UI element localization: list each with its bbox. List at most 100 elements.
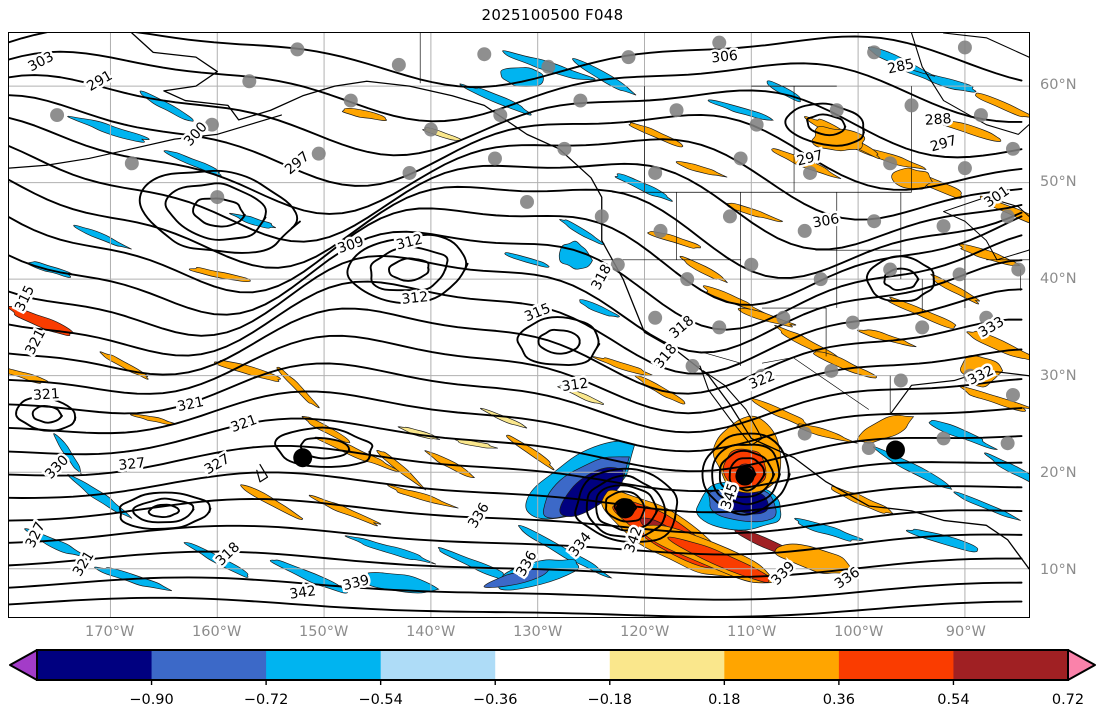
height-contour-line bbox=[9, 498, 1023, 535]
anomaly-streak-warm bbox=[667, 536, 771, 583]
anomaly-patch bbox=[813, 351, 878, 379]
border-line bbox=[793, 358, 869, 410]
colorbar-swatch bbox=[609, 650, 725, 680]
height-contour-line bbox=[718, 449, 776, 498]
anomaly-patch bbox=[240, 484, 304, 520]
station-dot bbox=[343, 93, 358, 108]
contour-label-text: 339 bbox=[341, 572, 371, 594]
coastline-great-lakes bbox=[943, 196, 1029, 261]
station-dot bbox=[493, 108, 508, 123]
anomaly-patch bbox=[794, 517, 864, 542]
anomaly-patch bbox=[702, 285, 766, 314]
contour-label-halo: 321 bbox=[33, 386, 61, 404]
anomaly-patch bbox=[67, 474, 133, 519]
anomaly-patch bbox=[480, 407, 528, 429]
station-dot bbox=[893, 373, 908, 388]
coastline-baja bbox=[699, 365, 763, 446]
contour-label-halo: 312 bbox=[401, 289, 429, 308]
station-dot bbox=[610, 257, 625, 272]
contour-label-halo: 288 bbox=[924, 111, 952, 129]
station-dot bbox=[813, 272, 828, 287]
station-dot bbox=[648, 165, 663, 180]
station-dot bbox=[776, 310, 791, 325]
anomaly-patch bbox=[928, 419, 998, 450]
height-contour-line bbox=[9, 444, 1023, 493]
station-dot bbox=[722, 209, 737, 224]
lat-tick-label: 20°N bbox=[1040, 464, 1077, 481]
coastlines bbox=[9, 33, 1029, 570]
storm-center-marker bbox=[293, 448, 313, 468]
lat-tick-label: 10°N bbox=[1040, 561, 1077, 578]
anomaly-patch bbox=[376, 449, 427, 491]
station-dot bbox=[621, 50, 636, 65]
contour-label-text: 285 bbox=[886, 56, 915, 77]
height-contour-cell bbox=[15, 396, 77, 432]
height-contour-line bbox=[701, 432, 791, 516]
lat-tick-label: 30°N bbox=[1040, 367, 1077, 384]
contour-label-text: 345 bbox=[718, 481, 741, 511]
station-dot bbox=[1000, 436, 1015, 451]
height-contour-line bbox=[388, 257, 430, 282]
height-contour-line bbox=[9, 417, 1023, 473]
height-contour-line bbox=[15, 396, 77, 432]
anomaly-patch bbox=[130, 413, 176, 425]
station-dot bbox=[1000, 209, 1015, 224]
station-dot bbox=[669, 103, 684, 118]
station-dot bbox=[803, 165, 818, 180]
station-dot bbox=[712, 320, 727, 335]
station-dot bbox=[1005, 388, 1020, 402]
anomaly-patch bbox=[958, 243, 1021, 267]
height-contour-line bbox=[728, 457, 766, 492]
height-contour-line bbox=[537, 328, 581, 355]
height-contour-line bbox=[9, 116, 1023, 221]
anomaly-patch bbox=[344, 535, 437, 565]
anomaly-patch bbox=[975, 92, 1029, 118]
contour-label-halo: 327 bbox=[118, 455, 146, 474]
height-contour-line bbox=[9, 307, 1023, 395]
lon-tick-label: 100°W bbox=[834, 624, 884, 640]
colorbar: −0.90 −0.72 −0.54 −0.36 −0.18 0.18 0.36 0.54 0.7… bbox=[0, 648, 1105, 712]
lon-tick-label: 160°W bbox=[192, 624, 242, 640]
lon-tick-label: 90°W bbox=[945, 624, 986, 640]
height-contour-line bbox=[192, 197, 246, 228]
height-contour-line bbox=[711, 443, 781, 506]
height-contour-line bbox=[138, 169, 301, 254]
station-dot bbox=[963, 368, 978, 383]
political-borders bbox=[419, 33, 1029, 415]
station-dot bbox=[685, 359, 700, 374]
colorbar-tick-label: 0.54 bbox=[937, 692, 970, 708]
height-contour-cell bbox=[865, 255, 936, 302]
anomaly-patch bbox=[904, 69, 977, 93]
anomaly-patch bbox=[301, 415, 351, 444]
station-dot bbox=[477, 47, 492, 62]
lat-tick-label: 40°N bbox=[1040, 270, 1077, 287]
colorbar-tick-label: 0.36 bbox=[822, 692, 856, 708]
colorbar-tick-label: −0.54 bbox=[358, 692, 403, 708]
contour-label-text: 321 bbox=[22, 326, 49, 357]
anomaly-patch bbox=[905, 528, 979, 553]
coastline-hawaii bbox=[256, 463, 269, 483]
station-dot bbox=[973, 108, 988, 123]
colorbar-swatch bbox=[495, 650, 611, 680]
colorbar-extend-under bbox=[9, 649, 38, 681]
station-dot bbox=[754, 368, 769, 383]
height-contour-line bbox=[883, 267, 920, 291]
anomaly-patch bbox=[504, 252, 550, 268]
station-dot bbox=[952, 267, 967, 282]
height-contour-line bbox=[9, 145, 1023, 251]
colorbar-tick-label: −0.36 bbox=[473, 692, 518, 708]
height-contour-line bbox=[585, 474, 667, 539]
contour-label-text: 321 bbox=[33, 386, 61, 404]
lon-tick-label: 140°W bbox=[406, 624, 456, 640]
height-contour-cell bbox=[784, 102, 865, 147]
station-dot bbox=[557, 141, 572, 156]
anomaly-patch bbox=[796, 423, 858, 444]
